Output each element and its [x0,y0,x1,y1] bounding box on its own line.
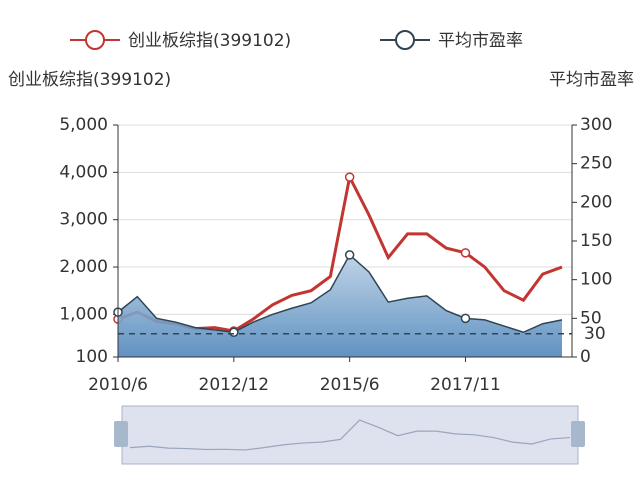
legend-label: 平均市盈率 [438,31,523,51]
y2-axis-title: 平均市盈率 [549,70,634,90]
y2-tick-label: 100 [580,270,612,290]
point [344,172,355,182]
y2-tick-label: 50 [580,308,602,328]
x-tick-label: 2012/12 [199,375,270,395]
y-tick-label: 2,000 [59,257,108,277]
zoom-window[interactable] [121,405,579,465]
point [460,248,471,258]
y2-tick-label: 200 [580,192,612,212]
y2-tick-label: 150 [580,231,612,251]
x-tick-label: 2010/6 [88,375,148,395]
point [460,313,471,324]
y-tick-label: 1,000 [59,304,108,324]
line [117,253,563,334]
legend-label: 创业板综指(399102) [128,31,291,51]
area [118,254,562,357]
x-tick-label: 2017/11 [430,375,501,395]
y-tick-label: 3,000 [59,210,108,230]
point [229,327,239,338]
zoom-handle[interactable] [571,421,585,447]
y-axis-title: 创业板综指(399102) [8,70,171,90]
mark-line-label: 30 [584,324,606,344]
data-zoom[interactable] [114,405,585,465]
y2-tick-label: 300 [580,115,612,135]
zoom-handle[interactable] [114,421,128,447]
point [344,250,355,260]
y-tick-label: 4,000 [59,162,108,182]
y2-tick-label: 0 [580,347,591,367]
y2-tick-label: 250 [580,154,612,174]
y-tick-label: 5,000 [59,115,108,135]
zoom-preview [129,419,571,451]
y-tick-label: 100 [76,347,108,367]
x-tick-label: 2015/6 [320,375,380,395]
legend-marker [395,30,415,50]
legend-marker [85,30,105,50]
